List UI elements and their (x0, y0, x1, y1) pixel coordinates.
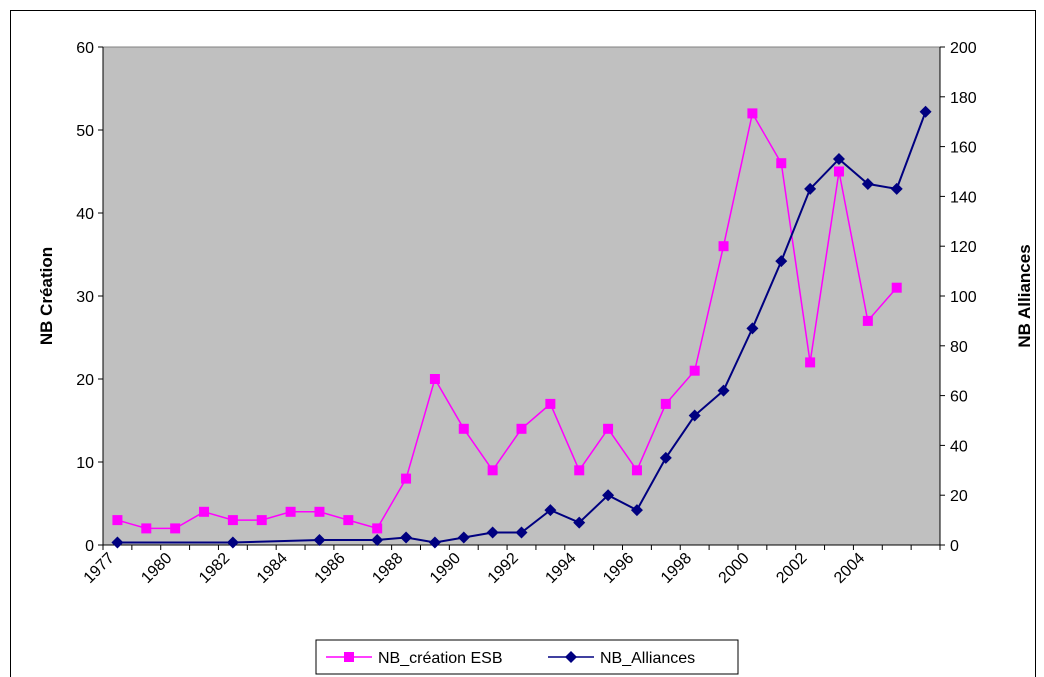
data-point-creation (776, 158, 787, 169)
right-y-tick-label: 20 (950, 488, 968, 505)
legend-label-alliances: NB_Alliances (600, 650, 695, 667)
data-point-alliances (486, 526, 499, 539)
data-point-alliances (630, 504, 643, 517)
data-point-alliances (746, 322, 759, 335)
legend-marker-creation (344, 652, 354, 662)
data-point-creation (862, 315, 873, 326)
left-y-axis-ticks: 0 10 20 30 40 50 60 (76, 40, 103, 555)
data-point-creation (401, 473, 412, 484)
left-y-tick-label: 10 (76, 455, 94, 472)
right-y-axis-title: NB Alliances (1015, 244, 1034, 347)
series-line-0 (117, 111, 898, 530)
x-tick-label: 1994 (542, 550, 579, 587)
plot-area (102, 46, 941, 546)
right-y-tick-label: 160 (950, 140, 977, 157)
x-tick-label: 2004 (831, 550, 868, 587)
x-tick-label: 1986 (312, 550, 349, 587)
data-point-creation (747, 108, 758, 119)
x-tick-label: 1977 (81, 550, 118, 587)
data-point-alliances (226, 536, 239, 549)
x-tick-label: 1992 (485, 550, 522, 587)
data-point-alliances (400, 531, 413, 544)
data-point-creation (227, 515, 238, 526)
x-axis-ticks: 1977 1980 1982 1984 1986 1988 1990 1992 1994 1996… (81, 545, 941, 587)
data-point-creation (170, 523, 181, 534)
data-point-alliances (573, 516, 586, 529)
data-point-creation (574, 465, 585, 476)
data-point-alliances (804, 182, 817, 195)
data-point-alliances (919, 105, 932, 118)
data-point-alliances (111, 536, 124, 549)
right-y-tick-label: 80 (950, 339, 968, 356)
right-y-tick-label: 180 (950, 90, 977, 107)
data-point-creation (256, 515, 267, 526)
legend: NB_création ESB NB_Alliances (315, 639, 739, 675)
data-point-creation (545, 398, 556, 409)
data-point-alliances (457, 531, 470, 544)
legend-box (315, 639, 739, 675)
right-y-tick-label: 200 (950, 40, 977, 57)
data-point-creation (805, 357, 816, 368)
left-y-tick-label: 20 (76, 372, 94, 389)
x-tick-label: 1984 (254, 550, 291, 587)
x-tick-label: 1996 (600, 550, 637, 587)
data-point-alliances (717, 384, 730, 397)
data-point-creation (372, 523, 383, 534)
data-point-alliances (602, 489, 615, 502)
data-point-creation (891, 282, 902, 293)
data-point-creation (833, 166, 844, 177)
left-y-tick-label: 50 (76, 123, 94, 140)
right-y-tick-label: 120 (950, 239, 977, 256)
data-point-alliances (515, 526, 528, 539)
data-point-alliances (890, 182, 903, 195)
x-tick-label: 1990 (427, 550, 464, 587)
data-point-alliances (313, 534, 326, 547)
data-point-alliances (775, 255, 788, 268)
right-y-tick-label: 40 (950, 438, 968, 455)
data-point-creation (343, 515, 354, 526)
left-y-axis-title: NB Création (37, 247, 56, 345)
data-point-alliances (428, 536, 441, 549)
data-point-creation (314, 506, 325, 517)
x-tick-label: 2000 (716, 550, 753, 587)
x-tick-label: 1998 (658, 550, 695, 587)
data-point-creation (429, 374, 440, 384)
right-y-axis-ticks: 0 20 40 60 80 100 120 140 160 180 200 (940, 40, 977, 555)
right-y-tick-label: 60 (950, 389, 968, 406)
data-point-alliances (544, 504, 557, 517)
left-y-tick-label: 40 (76, 206, 94, 223)
right-y-tick-label: 140 (950, 189, 977, 206)
right-y-tick-label: 100 (950, 289, 977, 306)
data-point-alliances (688, 409, 701, 422)
series-layer (111, 105, 932, 549)
right-y-tick-label: 0 (950, 538, 959, 555)
data-point-creation (516, 423, 527, 434)
x-tick-label: 1982 (196, 550, 233, 587)
data-point-alliances (371, 534, 384, 547)
data-point-alliances (832, 153, 845, 166)
chart-frame (10, 10, 1036, 677)
x-tick-label: 2002 (773, 550, 810, 587)
data-point-creation (603, 423, 614, 434)
data-point-creation (112, 515, 123, 526)
data-point-creation (199, 506, 210, 517)
x-tick-label: 1980 (138, 550, 175, 587)
left-y-tick-label: 0 (85, 538, 94, 555)
data-point-alliances (659, 451, 672, 464)
data-point-creation (631, 465, 642, 476)
data-point-creation (660, 398, 671, 409)
left-y-tick-label: 60 (76, 40, 94, 57)
data-point-alliances (861, 177, 874, 190)
data-point-creation (718, 241, 729, 252)
left-y-tick-label: 30 (76, 289, 94, 306)
data-point-creation (285, 506, 296, 517)
legend-marker-alliances (565, 651, 577, 663)
data-point-creation (487, 465, 498, 476)
x-tick-label: 1988 (369, 550, 406, 587)
data-point-creation (689, 365, 700, 376)
data-point-creation (141, 523, 152, 534)
legend-label-creation: NB_création ESB (378, 650, 503, 667)
data-point-creation (458, 423, 469, 434)
